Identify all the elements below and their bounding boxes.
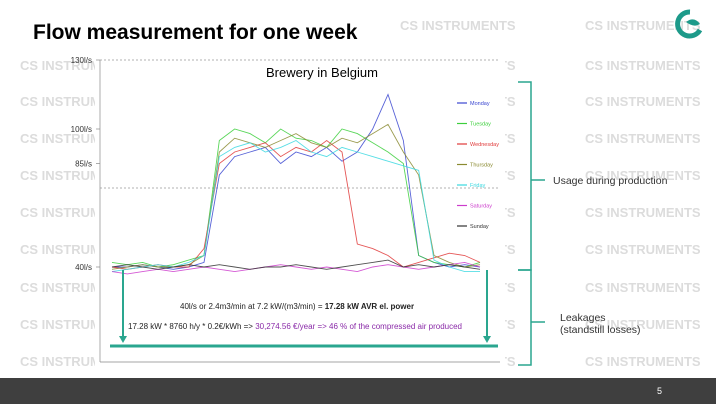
watermark: CS INSTRUMENTS [585,18,701,33]
usage-label: Usage during production [553,175,668,187]
arrow-left-head [119,336,127,343]
watermark: CS INSTRUMENTS [585,131,701,146]
arrow-right-head [483,336,491,343]
legend-label: Thursday [470,163,493,169]
formula-text: 17.28 kW * 8760 h/y * 0.2€/kWh => [128,322,255,331]
logo [675,9,703,39]
leakage-label: Leakages [560,312,606,324]
logo-leaf [686,19,700,26]
formula-2: 17.28 kW * 8760 h/y * 0.2€/kWh => 30,274… [128,322,462,331]
watermark: CS INSTRUMENTS [585,242,701,257]
leakage-label: (standstill losses) [560,324,641,336]
watermark: CS INSTRUMENTS [585,168,701,183]
footer-bar [0,378,716,404]
leakage-bracket [518,269,532,366]
series-line [111,261,481,275]
brackets [110,81,545,366]
watermark: CS INSTRUMENTS [400,18,516,33]
formula-result: 17.28 kW AVR el. power [325,302,414,311]
legend-label: Saturday [470,204,492,210]
watermark: CS INSTRUMENTS [585,280,701,295]
y-tick-label: 100l/s [71,125,92,134]
watermark: CS INSTRUMENTS [585,354,701,369]
legend-label: Wednesday [470,142,499,148]
y-tick-label: 40l/s [75,263,92,272]
y-tick-label: 130l/s [71,56,92,65]
formula-1: 40l/s or 2.4m3/min at 7.2 kW/(m3/min) = … [180,302,414,311]
watermark: CS INSTRUMENTS [585,58,701,73]
watermark: CS INSTRUMENTS [585,205,701,220]
chart-background [95,56,505,374]
chart: Brewery in Belgium 130l/s 100l/s 85l/s 40l/… [71,56,500,363]
legend-label: Monday [470,101,490,107]
page-number: 5 [657,386,662,396]
legend-label: Friday [470,183,486,189]
formula-result: 30,274.56 €/year => 46 % of the compress… [255,322,462,331]
legend-label: Tuesday [470,122,491,128]
chart-title: Brewery in Belgium [266,65,378,80]
watermark: CS INSTRUMENTS [585,317,701,332]
legend-label: Sunday [470,224,489,230]
series-line [111,128,481,268]
formula-text: 40l/s or 2.4m3/min at 7.2 kW/(m3/min) = [180,302,325,311]
slide-title: Flow measurement for one week [33,21,358,44]
logo-arc [675,9,703,39]
watermark: CS INSTRUMENTS [585,94,701,109]
y-tick-label: 85l/s [75,160,92,169]
series-line [111,259,481,270]
